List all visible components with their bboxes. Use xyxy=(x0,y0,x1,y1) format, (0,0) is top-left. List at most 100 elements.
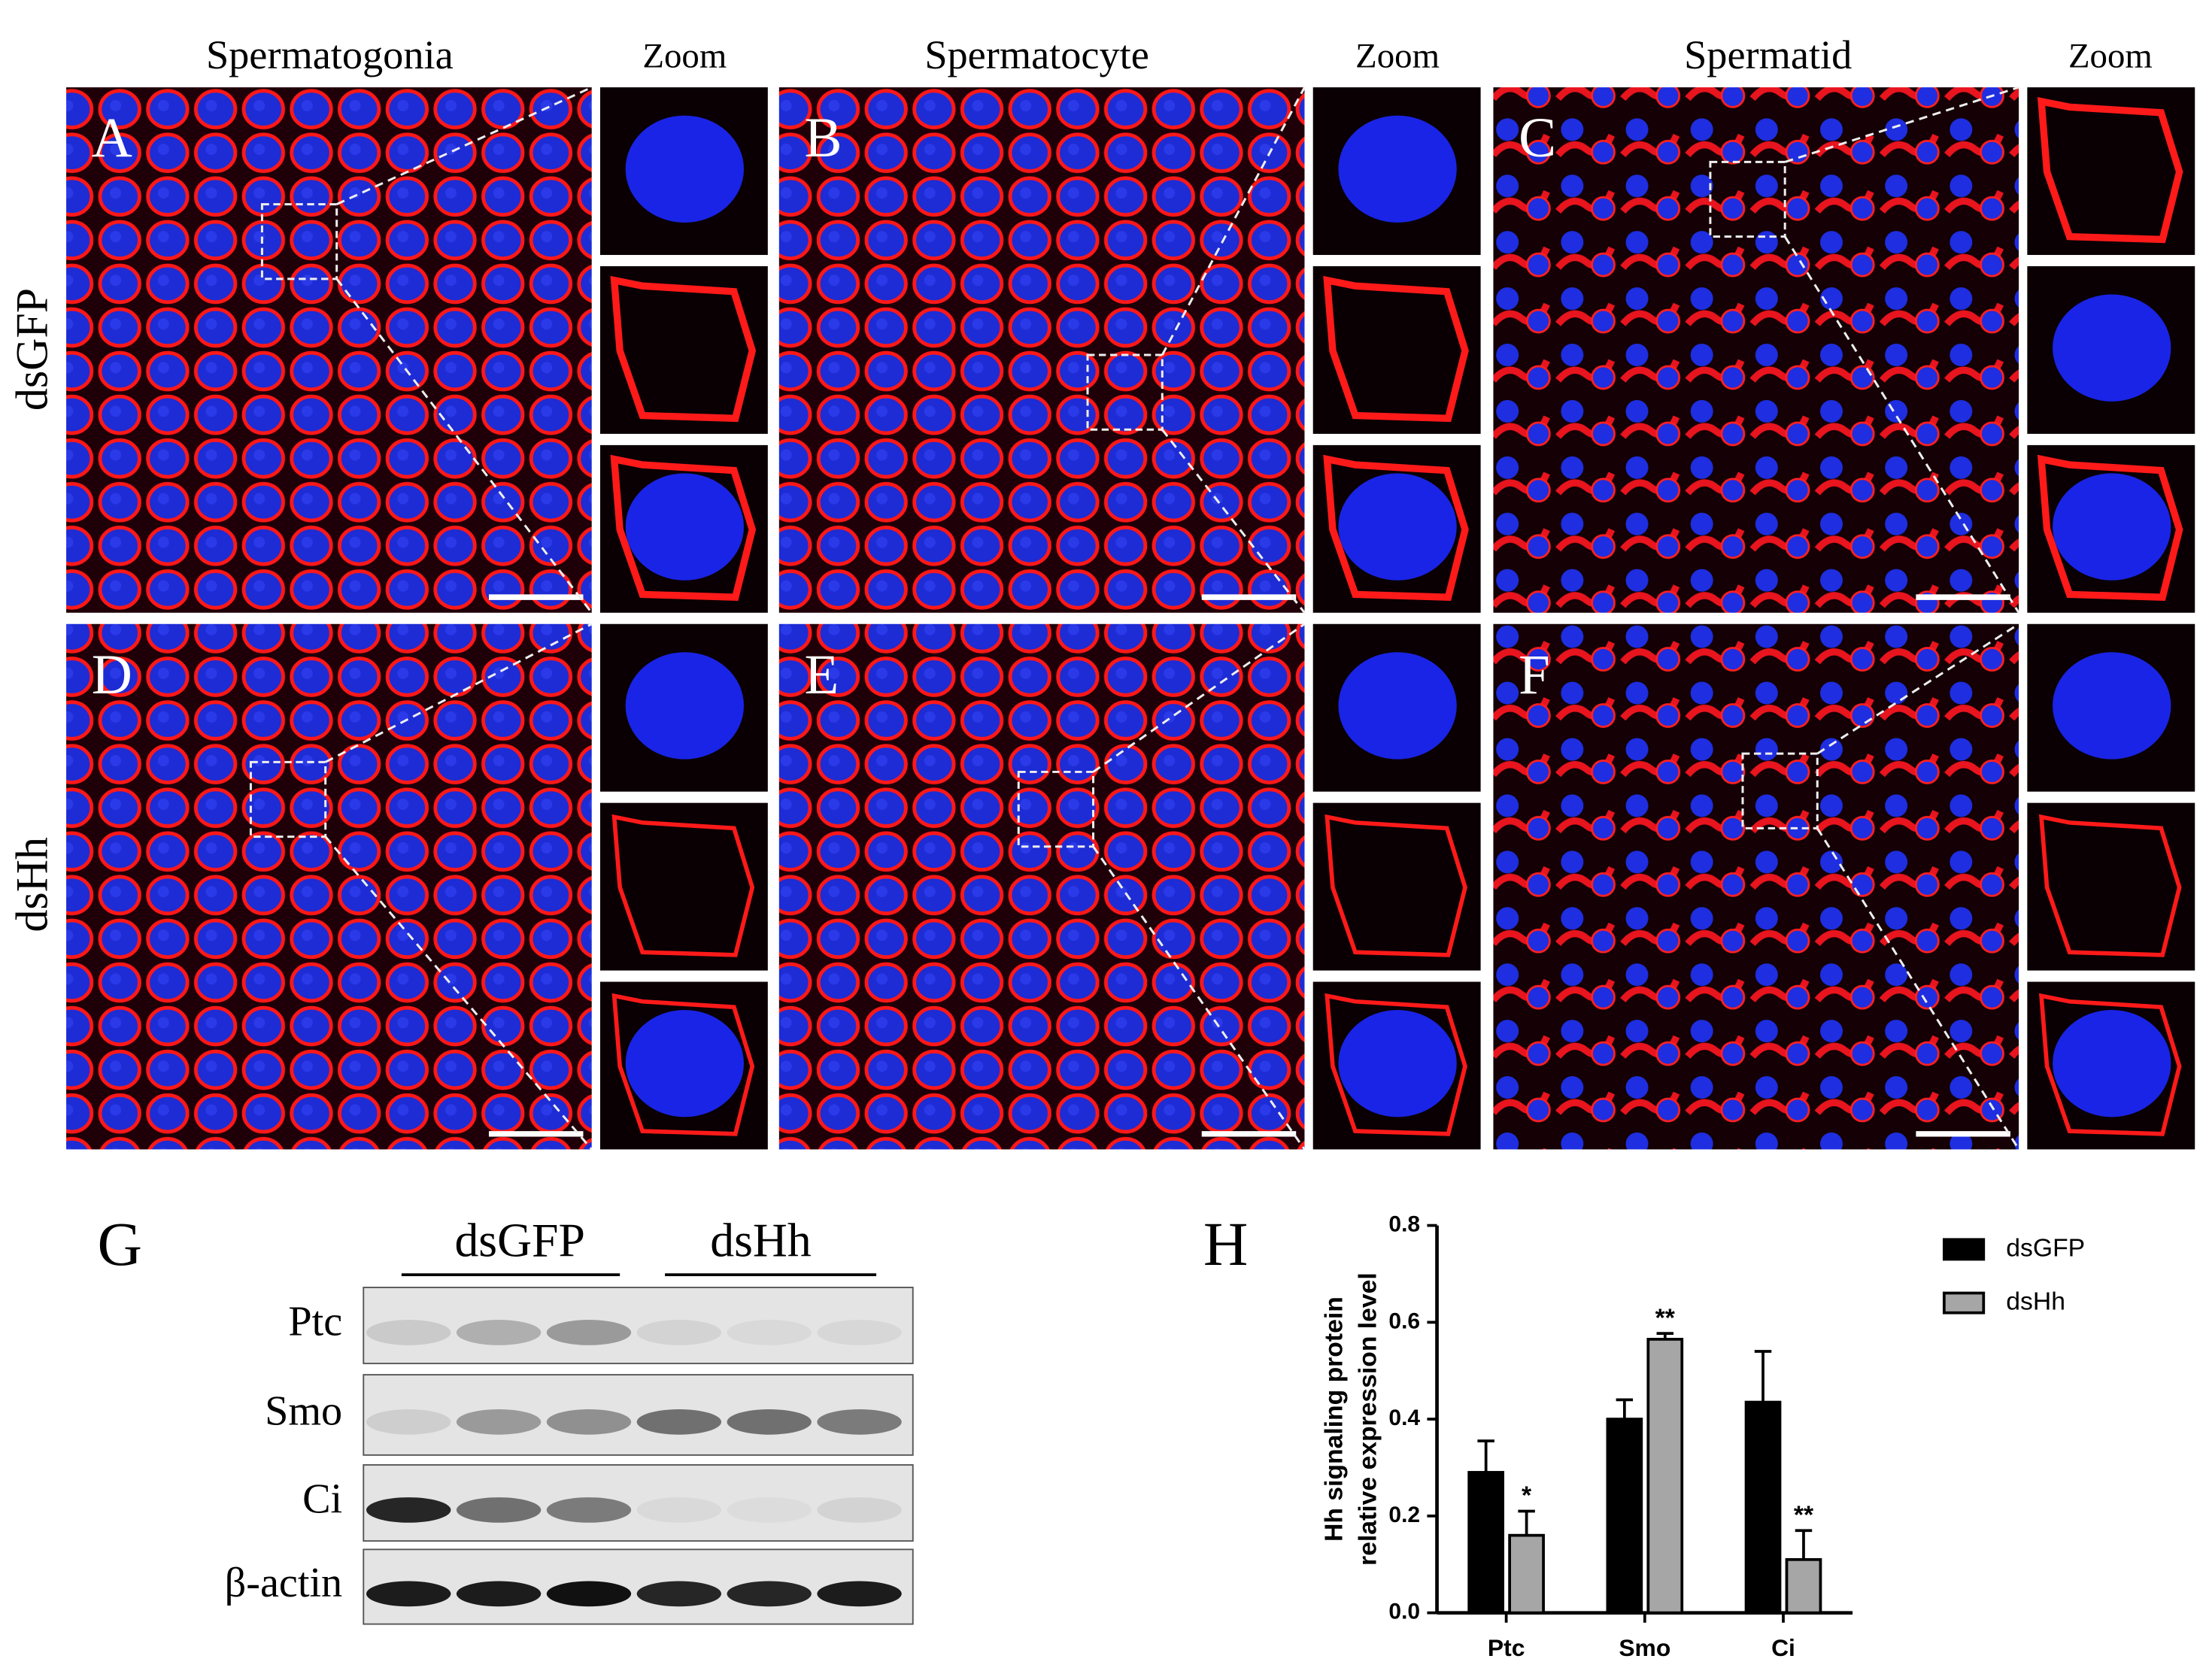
micrograph xyxy=(66,623,592,1150)
membrane xyxy=(611,993,755,1136)
micrograph xyxy=(1493,623,2019,1150)
zoom-line xyxy=(1161,429,1306,614)
column-header: Spermatogonia xyxy=(206,32,454,77)
x-tick-label: Ptc xyxy=(1488,1634,1525,1661)
blot-band xyxy=(727,1497,812,1523)
panel-letter: F xyxy=(1519,644,1550,706)
y-tick-label: 0.4 xyxy=(1388,1406,1420,1430)
zoom-line xyxy=(1161,86,1306,356)
panel-letter: E xyxy=(805,644,839,706)
blot-band xyxy=(727,1409,812,1435)
blot-strip xyxy=(363,1374,914,1456)
nucleus xyxy=(1338,652,1457,760)
blot-row-label: β-actin xyxy=(225,1560,343,1606)
membrane xyxy=(610,454,757,601)
y-tick-label: 0.2 xyxy=(1388,1503,1420,1527)
nucleus xyxy=(2053,1009,2171,1117)
zoom-box xyxy=(1741,752,1819,829)
blot-band xyxy=(546,1409,632,1435)
nucleus xyxy=(1338,473,1457,581)
zoom-line xyxy=(1092,623,1306,773)
nucleus xyxy=(2053,294,2171,402)
blot-band xyxy=(817,1320,902,1345)
column-header: Spermatid xyxy=(1684,32,1852,77)
significance-label: ** xyxy=(1655,1303,1676,1332)
zoom-line xyxy=(325,623,593,763)
membrane xyxy=(1323,454,1469,601)
nucleus xyxy=(2053,652,2171,760)
zoom-tile xyxy=(599,802,768,971)
zoom-box xyxy=(1086,353,1164,431)
membrane xyxy=(610,275,757,423)
x-tick-label: Smo xyxy=(1619,1634,1670,1661)
zoom-box xyxy=(1709,160,1786,238)
significance-label: * xyxy=(1522,1481,1532,1510)
blot-band xyxy=(636,1409,722,1435)
membrane xyxy=(2038,814,2182,957)
legend-label: dsGFP xyxy=(2006,1233,2085,1262)
zoom-label: Zoom xyxy=(642,36,727,75)
bar xyxy=(1606,1418,1643,1615)
nucleus xyxy=(625,473,744,581)
nucleus xyxy=(625,1009,744,1117)
micrograph xyxy=(778,623,1305,1150)
blot-band xyxy=(546,1497,632,1523)
nucleus xyxy=(1338,115,1457,223)
zoom-line xyxy=(1784,86,2019,163)
blot-row-label: Ci xyxy=(302,1475,342,1522)
column-header: Spermatocyte xyxy=(924,32,1149,77)
y-tick-label: 0.8 xyxy=(1388,1211,1420,1236)
membrane xyxy=(1323,275,1469,423)
blot-band xyxy=(366,1409,451,1435)
blot-band xyxy=(456,1409,542,1435)
membrane xyxy=(2037,454,2183,601)
blot-group: dsHh xyxy=(710,1213,811,1266)
blot-band xyxy=(817,1581,902,1607)
blot-band xyxy=(456,1581,542,1607)
zoom-box xyxy=(1017,770,1095,848)
blot-band xyxy=(546,1320,632,1345)
blot-band xyxy=(636,1497,722,1523)
blot-group: dsGFP xyxy=(454,1213,584,1266)
zoom-line xyxy=(336,86,593,205)
panel-letter: H xyxy=(1203,1210,1249,1278)
blot-band xyxy=(727,1320,812,1345)
zoom-line xyxy=(1783,235,2020,614)
membrane xyxy=(1324,993,1467,1136)
membrane xyxy=(1324,814,1467,957)
panel-letter: G xyxy=(97,1210,142,1278)
micrograph xyxy=(778,87,1305,613)
zoom-line xyxy=(324,835,593,1151)
blot-band xyxy=(456,1497,542,1523)
membrane xyxy=(611,814,755,957)
y-axis-label: relative expression level xyxy=(1354,1272,1382,1566)
legend-swatch xyxy=(1942,1291,1986,1315)
nucleus xyxy=(1338,1009,1457,1117)
bar xyxy=(1785,1557,1822,1615)
blot-band xyxy=(366,1497,451,1523)
panel-letter: B xyxy=(805,107,842,169)
y-tick-label: 0.0 xyxy=(1388,1600,1420,1624)
significance-label: ** xyxy=(1794,1500,1814,1529)
y-axis-label: Hh signaling protein xyxy=(1320,1296,1349,1542)
blot-strip xyxy=(363,1548,914,1625)
blot-band xyxy=(366,1320,451,1345)
zoom-line xyxy=(1092,845,1306,1151)
blot-row-label: Smo xyxy=(265,1387,342,1434)
bar xyxy=(1744,1400,1782,1615)
zoom-tile xyxy=(1312,802,1481,971)
micrograph xyxy=(66,87,592,613)
nucleus xyxy=(2053,473,2171,581)
blot-band xyxy=(817,1497,902,1523)
x-tick-label: Ci xyxy=(1771,1634,1795,1661)
blot-band xyxy=(727,1581,812,1607)
zoom-label: Zoom xyxy=(2068,36,2153,75)
panel-letter: C xyxy=(1519,107,1556,169)
blot-band xyxy=(366,1581,451,1607)
y-tick-label: 0.6 xyxy=(1388,1309,1420,1333)
bar xyxy=(1646,1337,1684,1615)
zoom-line xyxy=(1816,623,2019,755)
blot-band xyxy=(456,1320,542,1345)
bar xyxy=(1508,1533,1545,1615)
